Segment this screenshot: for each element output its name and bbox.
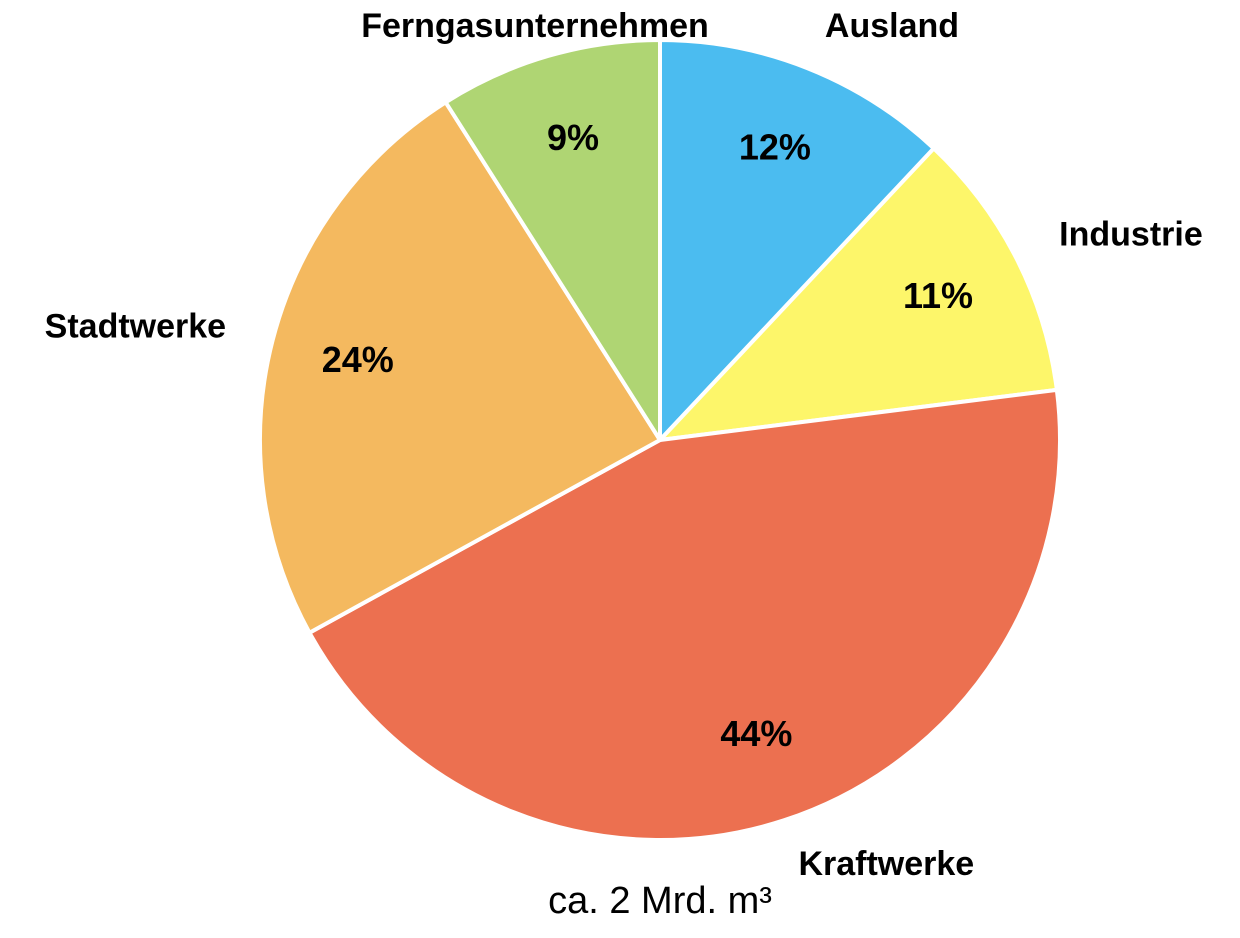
category-label: Ferngasunternehmen [361, 7, 709, 45]
category-label: Kraftwerke [798, 845, 974, 883]
category-label: Stadtwerke [45, 308, 226, 346]
data-label: 44% [720, 713, 792, 754]
pie-slice [307, 387, 1063, 843]
category-label: Ausland [825, 7, 959, 45]
pie-slice [658, 38, 936, 442]
data-label: 9% [547, 117, 599, 158]
pie-slice [258, 100, 662, 635]
category-label: Industrie [1059, 216, 1203, 254]
caption: ca. 2 Mrd. m³ [548, 880, 772, 922]
data-label: 11% [903, 275, 973, 316]
pie-slice [443, 38, 662, 442]
data-label: 12% [739, 126, 811, 167]
data-label: 24% [322, 339, 394, 380]
pie-slice [658, 146, 1059, 442]
